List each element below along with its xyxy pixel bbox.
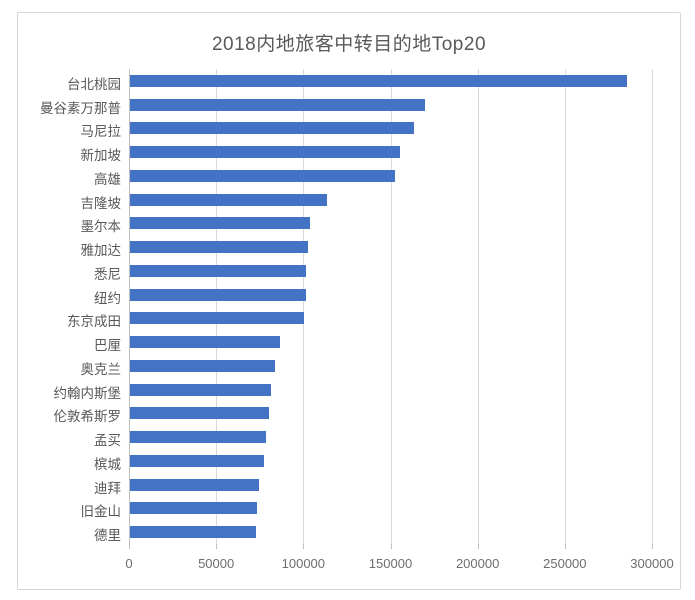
bar (130, 122, 415, 135)
category-label: 雅加达 (80, 243, 122, 259)
gridline (303, 69, 305, 544)
bar (130, 336, 280, 349)
bar (130, 193, 327, 206)
bar (130, 98, 425, 111)
bar (130, 264, 307, 277)
gridline (564, 69, 566, 544)
category-label: 高雄 (94, 171, 121, 187)
category-label: 德里 (94, 528, 121, 544)
category-label: 旧金山 (80, 504, 122, 520)
category-label: 马尼拉 (80, 124, 122, 140)
axis-tick (129, 544, 130, 549)
x-tick-label: 50000 (198, 556, 235, 571)
gridline (216, 69, 218, 544)
category-label: 槟城 (94, 456, 121, 472)
axis-tick (652, 544, 653, 549)
category-label: 台北桃园 (67, 76, 121, 92)
gridline (390, 69, 392, 544)
bar (130, 454, 265, 467)
bar (130, 146, 401, 159)
x-tick-label: 0 (125, 556, 133, 571)
category-label: 东京成田 (67, 314, 121, 330)
bar (130, 288, 307, 301)
axis-tick (564, 544, 566, 549)
bar (130, 383, 272, 396)
x-tick-label: 100000 (281, 556, 326, 571)
x-tick-label: 250000 (543, 556, 587, 571)
bar (130, 407, 270, 420)
category-label: 约翰内斯堡 (53, 385, 122, 401)
bar (130, 359, 275, 372)
gridline (477, 69, 479, 544)
axis-tick (477, 544, 479, 549)
bar (130, 312, 305, 325)
category-label: 悉尼 (94, 266, 121, 282)
category-label: 曼谷素万那普 (40, 100, 121, 116)
bar (130, 502, 258, 515)
category-label: 迪拜 (94, 480, 121, 496)
x-tick-label: 200000 (455, 556, 500, 571)
category-label: 墨尔本 (80, 219, 122, 235)
category-label: 新加坡 (80, 148, 122, 164)
plot-area: 0 50000 100000 150000 200000 250000 300000 台北桃园… (18, 13, 680, 589)
category-label: 伦敦希斯罗 (53, 409, 122, 425)
category-label: 巴厘 (94, 338, 121, 354)
chart-frame: 2018内地旅客中转目的地Top20 0 50000 100000 150000 200… (17, 12, 681, 590)
category-label: 纽约 (94, 290, 121, 306)
bar (130, 74, 627, 87)
bar (130, 169, 395, 182)
category-label: 吉隆坡 (80, 195, 122, 211)
category-label: 奥克兰 (80, 361, 122, 377)
category-label: 孟买 (94, 433, 121, 449)
bar (130, 241, 308, 254)
chart-title: 2018内地旅客中转目的地Top20 (211, 34, 487, 55)
axis-tick (390, 544, 392, 549)
gridline (652, 69, 653, 544)
axis-tick (216, 544, 218, 549)
bar (130, 478, 259, 491)
bar (130, 526, 256, 539)
axis-tick (303, 544, 305, 549)
x-tick-label: 300000 (630, 556, 674, 571)
bar (130, 217, 310, 230)
y-axis-line (129, 69, 130, 544)
x-tick-label: 150000 (368, 556, 413, 571)
bar (130, 431, 266, 444)
